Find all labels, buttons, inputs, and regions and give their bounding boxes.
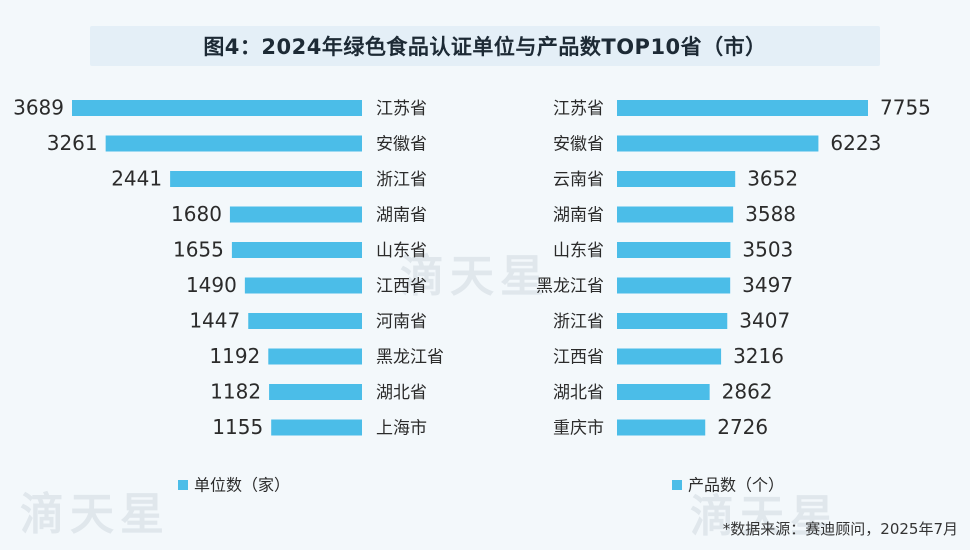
left-bar (269, 384, 362, 400)
watermark-center: 滴天星 (400, 251, 550, 302)
right-value-label: 2726 (717, 415, 768, 439)
right-value-label: 3497 (742, 273, 793, 297)
left-bar (271, 419, 362, 436)
right-value-label: 3588 (745, 202, 796, 226)
left-bar (268, 348, 362, 365)
left-value-label: 1182 (210, 380, 261, 404)
right-category-label: 江苏省 (553, 99, 604, 119)
right-value-label: 7755 (880, 96, 931, 120)
right-bar (617, 171, 736, 187)
right-bar (617, 313, 728, 329)
left-value-label: 2441 (111, 167, 162, 191)
left-category-label: 黑龙江省 (376, 348, 444, 368)
right-value-label: 6223 (830, 131, 881, 155)
right-category-label: 浙江省 (553, 312, 604, 332)
right-category-label: 黑龙江省 (536, 277, 604, 297)
right-bar (617, 100, 868, 116)
title-bar: 图4：2024年绿色食品认证单位与产品数TOP10省（市） (90, 26, 880, 66)
left-category-label: 湖北省 (376, 383, 427, 403)
right-value-label: 3407 (739, 309, 790, 333)
right-bar (617, 419, 706, 436)
right-bar (617, 242, 731, 258)
left-category-label: 山东省 (376, 241, 427, 261)
left-value-label: 3261 (47, 131, 98, 155)
watermark-bottom-center: 滴天星 (690, 491, 840, 542)
right-value-label: 3503 (742, 238, 793, 262)
left-category-label: 安徽省 (376, 135, 427, 155)
right-value-label: 3216 (733, 344, 784, 368)
right-category-label: 云南省 (553, 170, 604, 190)
right-category-label: 安徽省 (553, 135, 604, 155)
left-category-label: 湖南省 (376, 206, 427, 226)
left-category-label: 江西省 (376, 277, 427, 297)
left-category-label: 江苏省 (376, 99, 427, 119)
left-bar (105, 135, 363, 152)
left-value-label: 3689 (13, 96, 64, 120)
left-value-label: 1680 (171, 202, 222, 226)
left-bar (72, 100, 362, 116)
right-category-label: 湖南省 (553, 206, 604, 226)
left-bar (244, 277, 362, 294)
right-bar (617, 384, 710, 400)
source-note: *数据来源：赛迪顾问，2025年7月 (722, 520, 958, 538)
right-bar (617, 206, 734, 223)
left-value-label: 1655 (173, 238, 224, 262)
right-value-label: 2862 (722, 380, 773, 404)
right-legend-label: 产品数（个） (688, 476, 784, 495)
left-value-label: 1155 (212, 415, 263, 439)
right-category-label: 江西省 (553, 348, 604, 368)
left-category-label: 上海市 (376, 419, 427, 439)
left-bar (229, 206, 362, 223)
left-bar (248, 313, 362, 329)
left-value-label: 1490 (186, 273, 237, 297)
right-bar (617, 135, 819, 152)
chart-title: 图4：2024年绿色食品认证单位与产品数TOP10省（市） (203, 35, 767, 59)
watermark-bottom-left: 滴天星 (20, 489, 170, 540)
left-category-label: 河南省 (376, 312, 427, 332)
right-category-label: 湖北省 (553, 383, 604, 403)
left-legend-swatch (178, 480, 188, 490)
right-legend-swatch (672, 480, 682, 490)
right-category-label: 山东省 (553, 241, 604, 261)
left-value-label: 1192 (209, 344, 260, 368)
left-legend-label: 单位数（家） (194, 476, 290, 495)
right-bar (617, 277, 731, 294)
right-category-label: 重庆市 (553, 419, 604, 439)
left-value-label: 1447 (189, 309, 240, 333)
left-bar (231, 242, 362, 258)
left-category-label: 浙江省 (376, 170, 427, 190)
left-bar (170, 171, 362, 187)
right-value-label: 3652 (747, 167, 798, 191)
right-bar (617, 348, 722, 365)
